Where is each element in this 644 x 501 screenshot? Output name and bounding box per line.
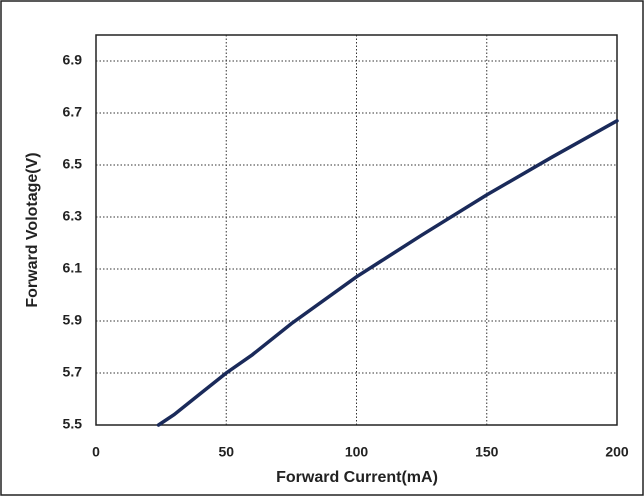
- x-tick-label: 100: [345, 444, 369, 460]
- y-tick-label: 6.5: [63, 156, 83, 172]
- y-tick-label: 5.7: [63, 364, 83, 380]
- y-tick-label: 6.3: [63, 208, 83, 224]
- y-tick-label: 6.9: [63, 52, 83, 68]
- line: [156, 119, 619, 427]
- plot-border: [95, 34, 618, 426]
- x-tick-label: 50: [218, 444, 234, 460]
- y-tick-label: 5.9: [63, 312, 83, 328]
- y-axis-title: Forward Volotage(V): [24, 152, 41, 307]
- y-tick-label: 6.1: [63, 260, 83, 276]
- y-tick-label: 6.7: [63, 104, 83, 120]
- x-tick-label: 0: [92, 444, 100, 460]
- x-tick-label: 150: [475, 444, 499, 460]
- x-tick-label: 200: [605, 444, 629, 460]
- y-tick-label: 5.5: [63, 416, 83, 432]
- x-axis-title: Forward Current(mA): [276, 469, 438, 486]
